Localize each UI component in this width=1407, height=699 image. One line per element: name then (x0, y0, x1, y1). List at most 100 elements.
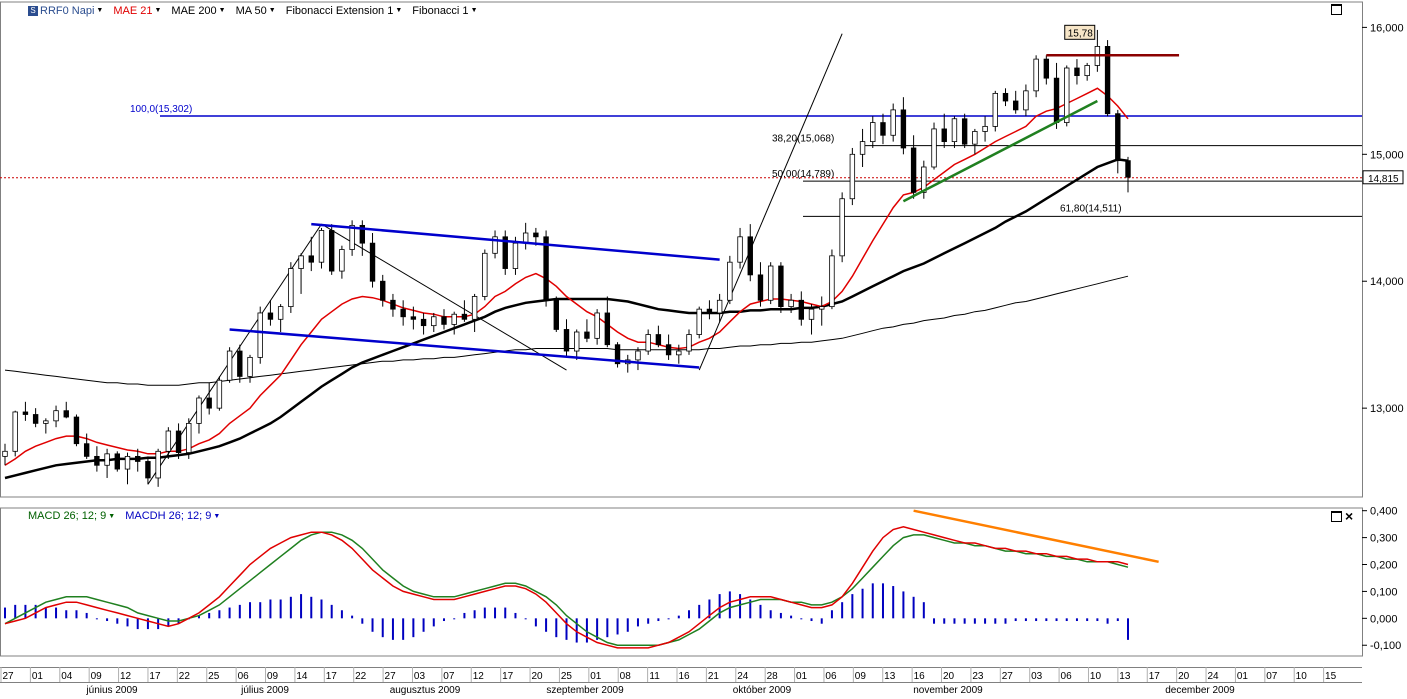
indicator-macd[interactable]: MACD 26; 12; 9 ▼ (28, 510, 115, 522)
candle-body (696, 308, 702, 335)
macd-histogram-bar (688, 610, 691, 619)
month-label: december 2009 (1165, 685, 1235, 696)
candle-body (43, 420, 49, 424)
macd-histogram-bar (197, 615, 200, 619)
candle-body (645, 334, 651, 352)
symbol-selector[interactable]: S RRF0 Napi ▼ (28, 5, 103, 17)
macd-histogram-bar (1096, 618, 1099, 622)
macd-histogram-bar (565, 618, 568, 640)
candle-body (1125, 160, 1131, 178)
candle-body (196, 397, 202, 424)
indicator-label: MACDH 26; 12; 9 (125, 510, 212, 522)
symbol-icon: S (28, 5, 38, 16)
candle-body (931, 128, 937, 168)
candle-body (961, 118, 968, 145)
candle-body (676, 350, 682, 356)
macd-line (4, 526, 1129, 649)
day-tick-label: 06 (1061, 671, 1073, 682)
macd-histogram-bar (453, 618, 456, 620)
indicator-fib-extension[interactable]: Fibonacci Extension 1 ▼ (286, 5, 403, 17)
candle-body (553, 299, 559, 330)
candle-body (1115, 113, 1121, 162)
candle-body (369, 242, 376, 282)
macd-histogram-bar (463, 612, 466, 619)
macd-histogram-bar (779, 612, 782, 619)
macd-histogram-bar (769, 610, 772, 619)
candle-body (686, 334, 692, 352)
macd-histogram-bar (1045, 618, 1048, 622)
close-macd-panel-icon[interactable]: × (1345, 508, 1354, 524)
candle-body (441, 316, 447, 325)
macd-histogram-bar (34, 604, 37, 619)
month-label: június 2009 (85, 685, 138, 696)
maximize-macd-panel-icon[interactable] (1331, 511, 1342, 522)
macd-histogram-bar (851, 594, 854, 619)
candle-body (727, 261, 733, 301)
ma50-line (4, 158, 1129, 480)
candle-body (165, 430, 172, 452)
candle-body (716, 299, 723, 314)
candle-body (900, 109, 907, 149)
day-tick-label: 27 (1002, 671, 1014, 682)
indicator-ma50[interactable]: MA 50 ▼ (236, 5, 276, 17)
indicator-mae200[interactable]: MAE 200 ▼ (171, 5, 225, 17)
macd-histogram-bar (790, 615, 793, 619)
macd-histogram-bar (1065, 618, 1068, 622)
macd-histogram-bar (279, 599, 282, 619)
indicator-label: Fibonacci 1 (412, 4, 469, 17)
macd-histogram-bar (402, 618, 405, 640)
macd-histogram-bar (44, 607, 47, 619)
macd-histogram-bar (75, 610, 78, 619)
macd-histogram-bar (65, 610, 68, 619)
indicator-macdh[interactable]: MACDH 26; 12; 9 ▼ (125, 510, 220, 522)
price-tick-label: 14,000 (1370, 276, 1404, 288)
trendline-channel-lower (229, 328, 700, 369)
day-tick-label: 13 (884, 671, 896, 682)
price-tick-label: 13,000 (1370, 403, 1404, 415)
candle-body (563, 329, 570, 352)
candle-body (206, 397, 212, 409)
day-tick-label: 13 (1119, 671, 1131, 682)
day-tick-label: 16 (678, 671, 690, 682)
candle-body (420, 318, 427, 327)
day-tick-label: 01 (590, 671, 602, 682)
candle-body (390, 299, 396, 310)
candle-body (461, 313, 468, 320)
candle-body (972, 131, 978, 145)
day-tick-label: 15 (1325, 671, 1337, 682)
price-tick-label: 16,000 (1370, 22, 1404, 34)
candle-body (471, 296, 478, 320)
dropdown-arrow-icon: ▼ (213, 512, 221, 520)
macd-histogram-bar (95, 618, 98, 620)
macd-histogram-bar (442, 618, 445, 622)
macd-histogram-bar (800, 618, 803, 620)
day-tick-label: 09 (267, 671, 279, 682)
macd-histogram-bar (575, 618, 578, 643)
indicator-mae21[interactable]: MAE 21 ▼ (113, 5, 161, 17)
indicator-fibonacci[interactable]: Fibonacci 1 ▼ (412, 5, 477, 17)
indicator-toolbar: S RRF0 Napi ▼ MAE 21 ▼ MAE 200 ▼ MA 50 ▼… (28, 3, 478, 18)
price-annotation-label: 15,78 (1068, 28, 1093, 39)
macd-histogram-bar (933, 618, 936, 624)
macd-histogram-bar (830, 610, 833, 619)
candle-body (104, 453, 110, 466)
day-tick-label: 17 (149, 671, 161, 682)
macd-histogram-bar (922, 602, 925, 619)
day-tick-label: 01 (1237, 671, 1249, 682)
day-tick-label: 17 (502, 671, 514, 682)
macd-histogram-bar (259, 602, 262, 619)
macd-histogram-bar (1055, 618, 1058, 622)
candle-body (747, 236, 753, 276)
candle-body (22, 411, 29, 415)
candle-body (951, 118, 958, 143)
macd-histogram-bar (524, 618, 527, 620)
candle-body (788, 299, 794, 308)
candle-body (839, 198, 845, 257)
day-tick-label: 10 (1296, 671, 1308, 682)
candle-body (53, 410, 59, 422)
macd-histogram-bar (330, 604, 333, 619)
macd-histogram-bar (371, 618, 374, 632)
macd-histogram-bar (994, 618, 997, 624)
maximize-price-panel-icon[interactable] (1331, 4, 1342, 15)
dropdown-arrow-icon: ▼ (218, 7, 226, 14)
